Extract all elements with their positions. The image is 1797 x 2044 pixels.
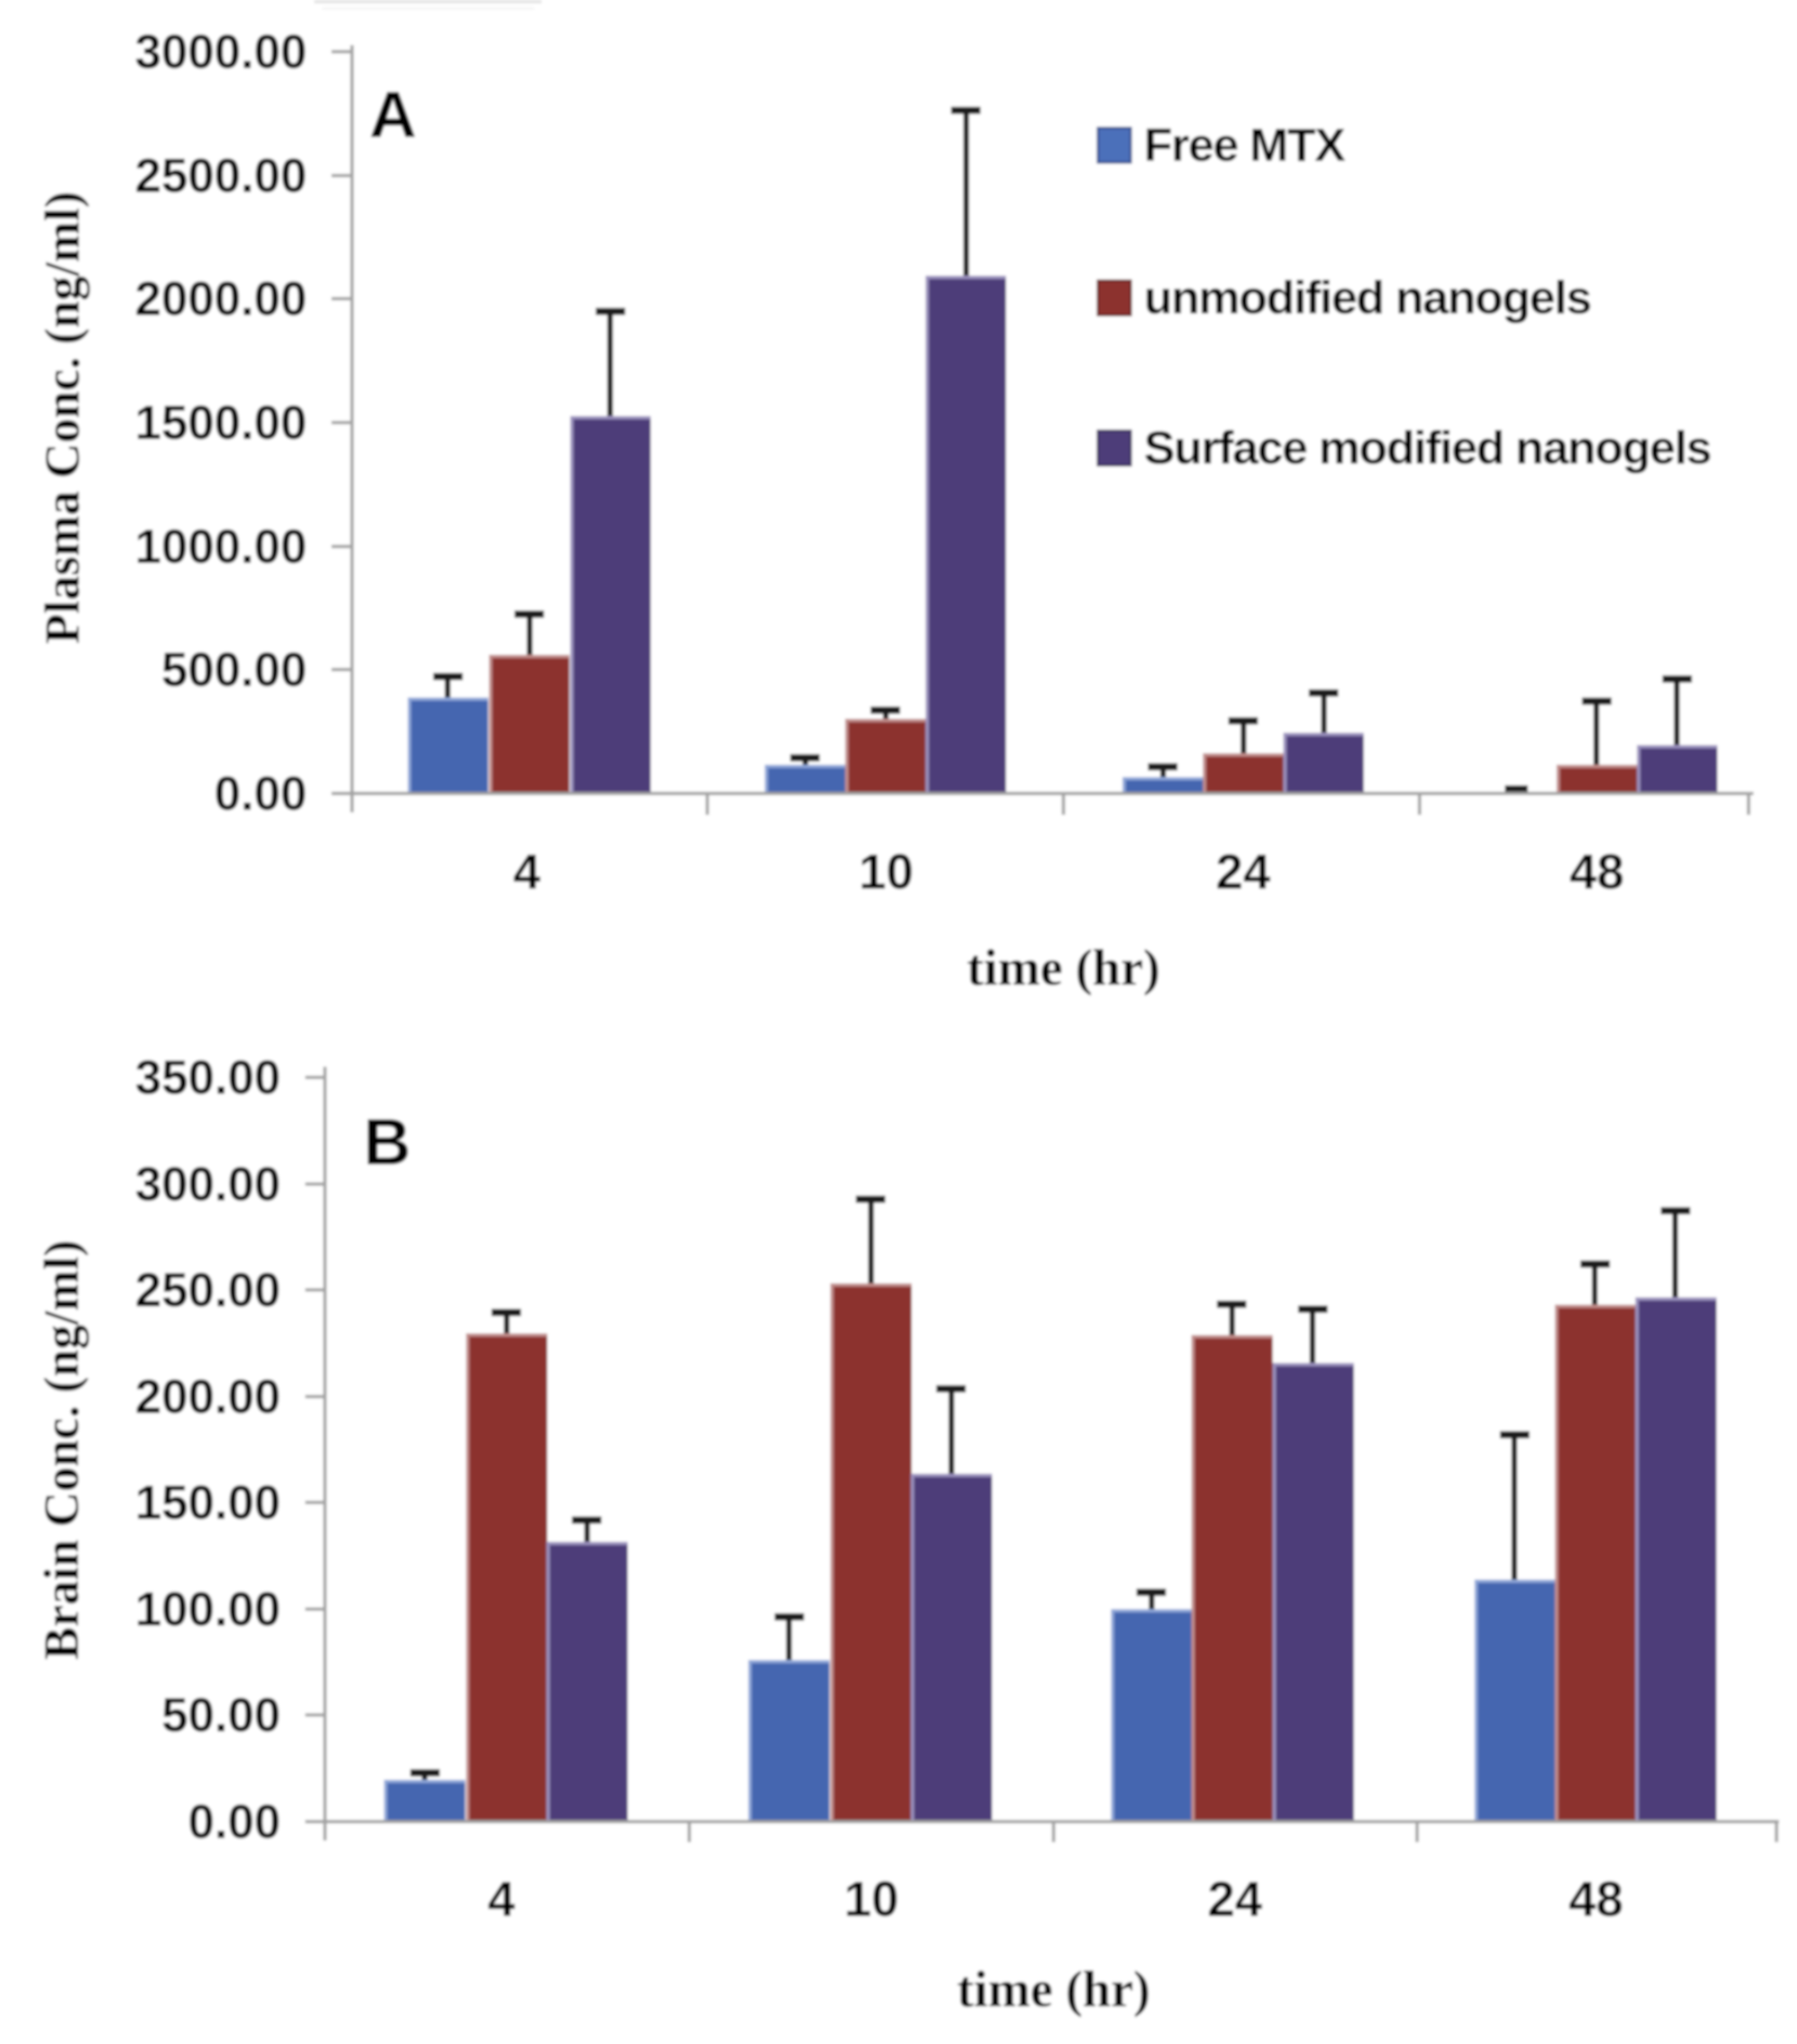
svg-text:200.00: 200.00 <box>135 1370 281 1424</box>
svg-text:24: 24 <box>1216 844 1271 899</box>
svg-text:500.00: 500.00 <box>162 643 307 697</box>
svg-text:3000.00: 3000.00 <box>135 25 307 79</box>
svg-text:A: A <box>369 78 417 151</box>
svg-text:10: 10 <box>844 1872 899 1927</box>
svg-text:24: 24 <box>1208 1872 1263 1927</box>
svg-text:Brain Conc. (ng/ml): Brain Conc. (ng/ml) <box>34 1240 89 1660</box>
svg-text:time (hr): time (hr) <box>957 1962 1150 2018</box>
svg-text:0.00: 0.00 <box>188 1795 281 1849</box>
svg-text:Plasma Conc. (ng/ml): Plasma Conc. (ng/ml) <box>35 191 89 644</box>
svg-text:time (hr): time (hr) <box>967 940 1160 996</box>
svg-text:350.00: 350.00 <box>135 1051 281 1104</box>
svg-text:10: 10 <box>859 844 914 899</box>
svg-text:48: 48 <box>1569 1872 1624 1927</box>
svg-text:1000.00: 1000.00 <box>135 520 307 574</box>
svg-text:Surface modified nanogels: Surface modified nanogels <box>1144 422 1711 474</box>
svg-text:250.00: 250.00 <box>135 1264 281 1317</box>
svg-text:Free MTX: Free MTX <box>1144 119 1346 171</box>
svg-text:50.00: 50.00 <box>162 1689 281 1742</box>
svg-text:2000.00: 2000.00 <box>135 272 307 326</box>
svg-text:1500.00: 1500.00 <box>135 396 307 450</box>
svg-text:150.00: 150.00 <box>135 1476 281 1530</box>
svg-text:48: 48 <box>1570 844 1625 899</box>
svg-text:B: B <box>364 1105 411 1178</box>
svg-text:300.00: 300.00 <box>135 1158 281 1211</box>
svg-text:4: 4 <box>513 844 541 899</box>
svg-text:0.00: 0.00 <box>214 767 307 821</box>
svg-text:2500.00: 2500.00 <box>135 149 307 203</box>
svg-text:100.00: 100.00 <box>135 1583 281 1636</box>
svg-text:4: 4 <box>487 1872 515 1927</box>
svg-text:unmodified nanogels: unmodified nanogels <box>1144 272 1591 324</box>
